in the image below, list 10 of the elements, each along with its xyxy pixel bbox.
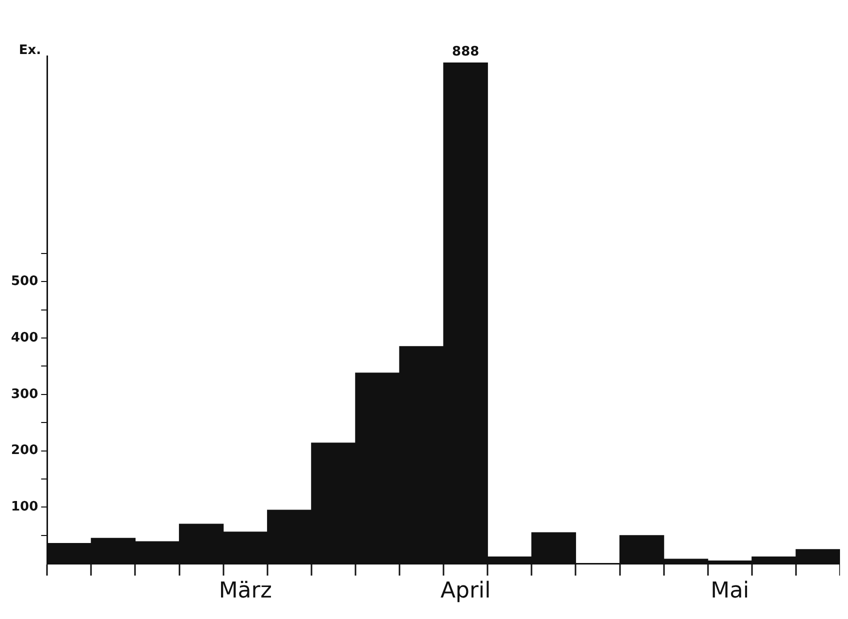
x-tick-label: April (440, 578, 491, 604)
y-tick-label: 200 (10, 443, 38, 458)
y-tick-label: 500 (10, 274, 38, 289)
x-tick-label: Mai (710, 578, 750, 604)
x-tick-label: März (218, 578, 272, 604)
y-tick-label: 300 (10, 386, 38, 402)
data-label: 888 (452, 44, 480, 60)
y-axis-title: Ex. (18, 42, 42, 58)
y-tick-label: 400 (10, 330, 38, 346)
y-tick-label: 100 (10, 500, 38, 515)
